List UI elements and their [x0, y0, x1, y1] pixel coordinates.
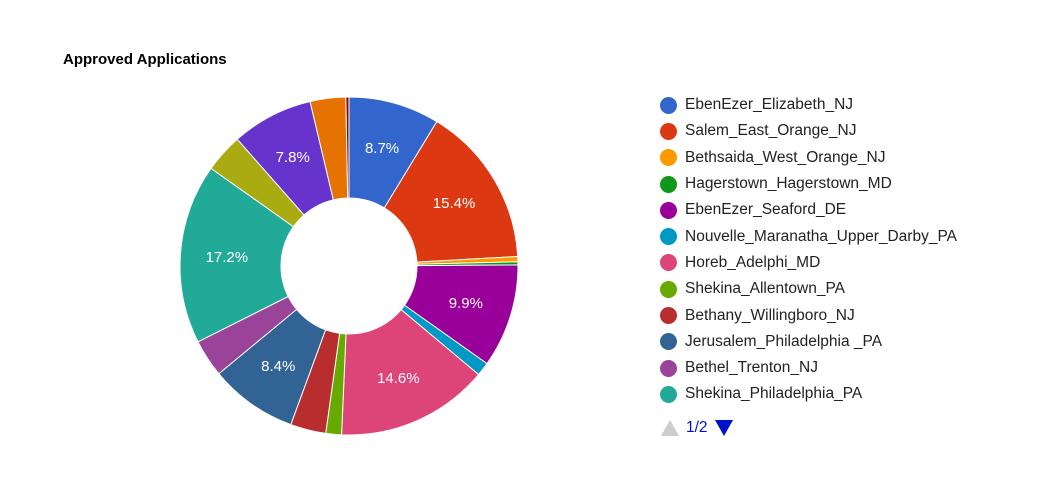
legend-swatch: [660, 385, 677, 403]
legend-label: EbenEzer_Elizabeth_NJ: [685, 96, 854, 114]
legend-item[interactable]: Bethel_Trenton_NJ: [660, 355, 1030, 381]
legend-page-indicator: 1/2: [686, 419, 708, 436]
legend-item[interactable]: Jerusalem_Philadelphia _PA: [660, 329, 1030, 355]
slice-label-11: 17.2%: [206, 249, 249, 266]
legend-swatch: [660, 201, 677, 219]
legend-label: Shekina_Philadelphia_PA: [685, 385, 863, 403]
legend-swatch: [660, 280, 677, 298]
legend-pager: 1/2: [661, 417, 733, 439]
legend-swatch: [660, 228, 677, 246]
donut-slices: [179, 96, 519, 436]
legend-label: EbenEzer_Seaford_DE: [685, 201, 847, 219]
slice-label-0: 8.7%: [365, 140, 399, 157]
legend-label: Bethsaida_West_Orange_NJ: [685, 148, 886, 166]
legend-swatch: [660, 254, 677, 272]
legend-label: Bethany_Willingboro_NJ: [685, 306, 855, 324]
slice-label-6: 14.6%: [377, 370, 420, 387]
legend-item[interactable]: Salem_East_Orange_NJ: [660, 118, 1030, 144]
legend-item[interactable]: Bethsaida_West_Orange_NJ: [660, 145, 1030, 171]
legend-item[interactable]: Nouvelle_Maranatha_Upper_Darby_PA: [660, 223, 1030, 249]
legend-swatch: [660, 122, 677, 140]
legend-label: Nouvelle_Maranatha_Upper_Darby_PA: [685, 227, 957, 245]
donut-slice-labels: 8.7% 15.4% 9.9% 14.6% 8.4% 17.2% 7.8%: [206, 140, 483, 387]
legend: EbenEzer_Elizabeth_NJ Salem_East_Orange_N…: [660, 92, 1030, 408]
legend-label: Jerusalem_Philadelphia _PA: [685, 332, 883, 350]
chart-title: Approved Applications: [63, 51, 227, 68]
legend-swatch: [660, 96, 677, 114]
legend-item[interactable]: Hagerstown_Hagerstown_MD: [660, 171, 1030, 197]
slice-label-13: 7.8%: [276, 149, 310, 166]
legend-label: Hagerstown_Hagerstown_MD: [685, 175, 892, 193]
triangle-down-icon[interactable]: [714, 420, 733, 436]
legend-item[interactable]: Horeb_Adelphi_MD: [660, 250, 1030, 276]
slice-label-1: 15.4%: [433, 195, 476, 212]
donut-slice-15[interactable]: [345, 96, 350, 199]
legend-label: Salem_East_Orange_NJ: [685, 122, 857, 140]
legend-label: Shekina_Allentown_PA: [685, 280, 845, 298]
legend-item[interactable]: Bethany_Willingboro_NJ: [660, 302, 1030, 328]
legend-item[interactable]: Shekina_Philadelphia_PA: [660, 381, 1030, 407]
legend-item[interactable]: EbenEzer_Elizabeth_NJ: [660, 92, 1030, 118]
legend-label: Bethel_Trenton_NJ: [685, 359, 818, 377]
slice-label-4: 9.9%: [449, 295, 483, 312]
legend-item[interactable]: Shekina_Allentown_PA: [660, 276, 1030, 302]
triangle-up-icon: [661, 420, 679, 436]
donut-slice-1[interactable]: [383, 120, 519, 263]
legend-swatch: [660, 175, 677, 193]
slice-label-9: 8.4%: [261, 358, 295, 375]
donut-slice-11[interactable]: [179, 167, 295, 343]
donut-slice-6[interactable]: [341, 308, 480, 436]
legend-swatch: [660, 333, 677, 351]
legend-swatch: [660, 307, 677, 325]
legend-swatch: [660, 359, 677, 377]
legend-label: Horeb_Adelphi_MD: [685, 253, 821, 271]
legend-swatch: [660, 149, 677, 167]
legend-item[interactable]: EbenEzer_Seaford_DE: [660, 197, 1030, 223]
